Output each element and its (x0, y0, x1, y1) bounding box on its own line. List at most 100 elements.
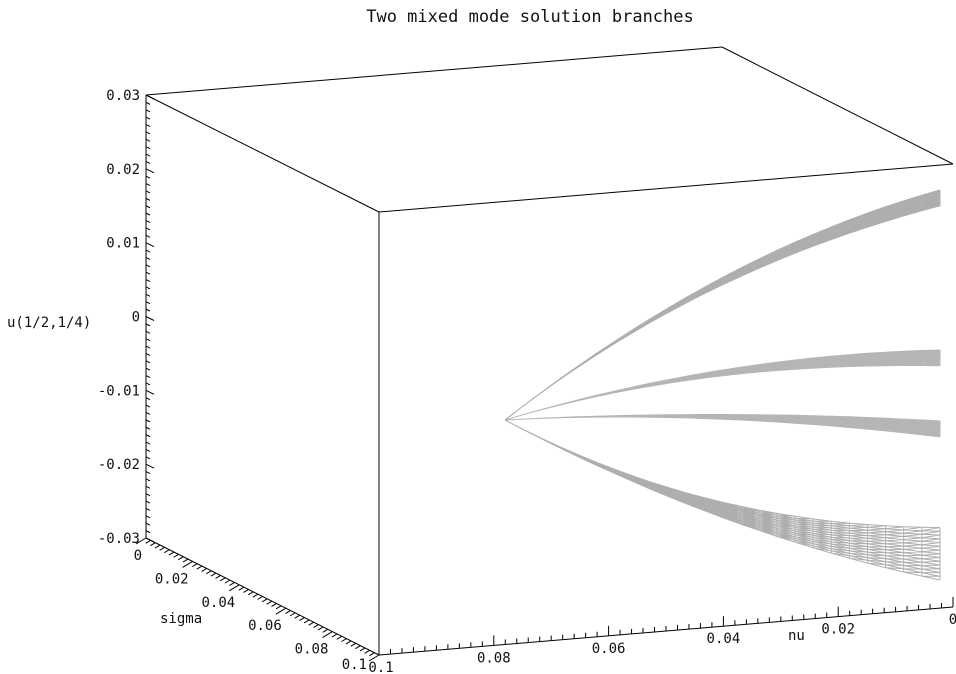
z-tick (145, 397, 151, 401)
sigma-tick (257, 596, 263, 600)
sigma-tick (173, 553, 179, 558)
z-tick-label: 0.01 (106, 236, 140, 252)
branch-lower-inner-grid (504, 414, 941, 438)
sigma-tick (135, 537, 147, 545)
sigma-tick (219, 577, 226, 582)
z-tick-label: 0 (132, 310, 140, 326)
sigma-tick-label: 0.08 (295, 642, 329, 658)
sigma-tick (205, 570, 212, 575)
sigma-tick (192, 563, 198, 568)
z-tick (145, 522, 151, 526)
box-edge-top-right (721, 46, 954, 165)
z-tick (145, 220, 151, 223)
sigma-tick (182, 560, 193, 568)
sigma-tick (322, 631, 333, 639)
sigma-axis-label: sigma (160, 611, 202, 627)
z-tick (145, 264, 151, 268)
branch-upper-sheet (504, 189, 941, 421)
sigma-tick (196, 565, 203, 570)
sigma-tick (322, 628, 328, 633)
z-tick (145, 530, 151, 534)
z-tick (145, 168, 155, 174)
z-tick (145, 515, 151, 519)
z-tick (145, 212, 151, 216)
sigma-tick (182, 558, 189, 563)
z-tick (145, 301, 151, 305)
z-tick (145, 293, 151, 297)
z-tick (145, 404, 151, 408)
sigma-tick (350, 642, 356, 647)
z-tick (145, 485, 151, 489)
z-tick (145, 116, 151, 120)
z-tick (145, 316, 155, 321)
sigma-tick (238, 586, 245, 591)
axis-tick-labels: 0.030.020.010-0.01-0.02-0.0300.020.040.0… (98, 88, 956, 674)
sigma-tick (224, 579, 231, 584)
sigma-tick (271, 603, 277, 607)
sigma-tick (275, 605, 282, 610)
z-tick (145, 124, 151, 127)
nu-axis-label: nu (788, 628, 805, 644)
sigma-tick (164, 549, 170, 554)
chart-title: Two mixed mode solution branches (366, 7, 694, 27)
sigma-tick (359, 647, 366, 652)
z-tick (145, 508, 151, 511)
z-tick (145, 101, 151, 105)
branch-upper-inner (504, 349, 941, 421)
branch-upper-inner-grid (504, 349, 941, 421)
z-tick (145, 197, 151, 201)
sigma-tick (154, 544, 161, 549)
z-tick (145, 419, 151, 423)
sigma-tick (228, 584, 240, 592)
z-tick (145, 94, 155, 100)
nu-tick-label: 0.04 (707, 631, 741, 647)
sigma-tick (303, 619, 310, 624)
z-tick (145, 249, 151, 253)
z-tick (145, 234, 151, 238)
sigma-tick (345, 640, 352, 645)
z-tick (145, 308, 151, 312)
sigma-tick (215, 575, 221, 579)
z-tick (145, 131, 151, 135)
z-tick (145, 478, 151, 482)
z-tick (145, 323, 151, 327)
z-tick (145, 426, 151, 430)
z-tick (145, 382, 151, 386)
z-tick (145, 271, 151, 275)
sigma-tick (289, 612, 296, 617)
sigma-tick (210, 572, 217, 577)
z-tick (145, 242, 155, 248)
z-tick (145, 175, 151, 179)
z-tick (145, 360, 151, 364)
axis-ticks (135, 94, 954, 662)
z-tick (145, 500, 151, 504)
sigma-tick (266, 600, 273, 605)
z-tick (145, 190, 151, 194)
nu-tick-label: 0.08 (477, 650, 511, 666)
z-tick (145, 256, 151, 260)
z-tick (145, 367, 151, 371)
sigma-tick (341, 638, 347, 643)
sigma-tick (168, 551, 175, 556)
sigma-tick (178, 556, 184, 561)
sigma-tick (331, 633, 338, 638)
sigma-tick (243, 589, 249, 593)
nu-tick-label: 0.02 (821, 622, 855, 638)
z-tick (145, 205, 151, 209)
sigma-tick (308, 621, 315, 626)
box-edge-top-side (145, 94, 380, 213)
z-tick (145, 153, 151, 157)
sigma-tick-label: 0 (134, 548, 142, 564)
sigma-tick (285, 610, 291, 614)
branch-lower-sheet-grid (504, 419, 941, 581)
z-tick (145, 161, 151, 164)
z-tick (145, 338, 151, 342)
box-edge-top-left (145, 46, 723, 96)
plot-box (145, 46, 954, 656)
sigma-tick (229, 582, 235, 586)
sigma-tick (313, 624, 319, 629)
z-tick (145, 441, 151, 445)
sigma-tick-label: 0.04 (201, 595, 235, 611)
sigma-tick (252, 593, 259, 598)
